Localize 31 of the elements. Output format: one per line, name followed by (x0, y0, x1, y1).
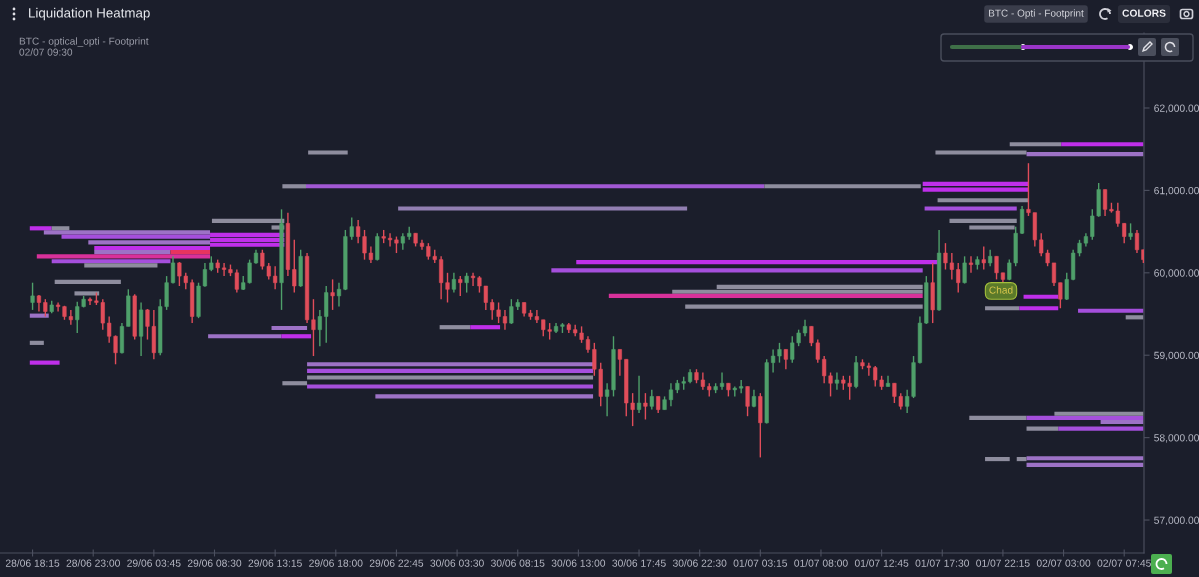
text: COLORS (1122, 9, 1166, 17)
y-tick-label: 57,000.00 (1154, 516, 1199, 526)
x-tick-label: 29/06 22:45 (369, 559, 424, 567)
x-tick-label: 29/06 03:45 (127, 559, 181, 567)
text: BTC - Opti - Footprint (989, 9, 1084, 19)
x-tick-label: 01/07 12:45 (854, 559, 909, 567)
x-tick-label: 01/07 03:15 (733, 559, 788, 567)
y-tick-label: 59,000.00 (1154, 351, 1199, 361)
x-tick-label: 01/07 17:30 (915, 559, 970, 567)
x-tick-label: 02/07 07:45 (1097, 559, 1151, 567)
y-tick-label: 62,000.00 (1154, 104, 1199, 114)
x-tick-label: 29/06 08:30 (187, 559, 242, 567)
x-tick-label: 30/06 17:45 (612, 559, 666, 567)
x-tick-label: 30/06 08:15 (490, 559, 545, 567)
x-tick-label: 30/06 13:00 (551, 559, 606, 567)
annotation: 02/07 09:30 (19, 48, 73, 56)
y-tick-label: 61,000.00 (1154, 186, 1199, 196)
x-tick-label: 29/06 18:00 (309, 559, 363, 567)
x-tick-label: 28/06 23:00 (66, 559, 120, 567)
x-tick-label: 28/06 18:15 (5, 559, 60, 567)
annotation: Chad (989, 286, 1013, 294)
y-tick-label: 60,000.00 (1154, 269, 1199, 278)
x-tick-label: 30/06 03:30 (430, 559, 484, 567)
x-tick-label: 30/06 22:30 (672, 559, 727, 567)
y-tick-label: 58,000.00 (1154, 434, 1199, 443)
x-tick-label: 01/07 08:00 (794, 559, 848, 567)
x-tick-label: 29/06 13:15 (248, 559, 302, 567)
chart-subtitle: BTC - optical_opti - Footprint (19, 37, 149, 47)
x-tick-label: 02/07 03:00 (1036, 559, 1091, 567)
x-tick-label: 01/07 22:15 (976, 559, 1030, 567)
chart-title: Liquidation Heatmap (29, 7, 150, 21)
